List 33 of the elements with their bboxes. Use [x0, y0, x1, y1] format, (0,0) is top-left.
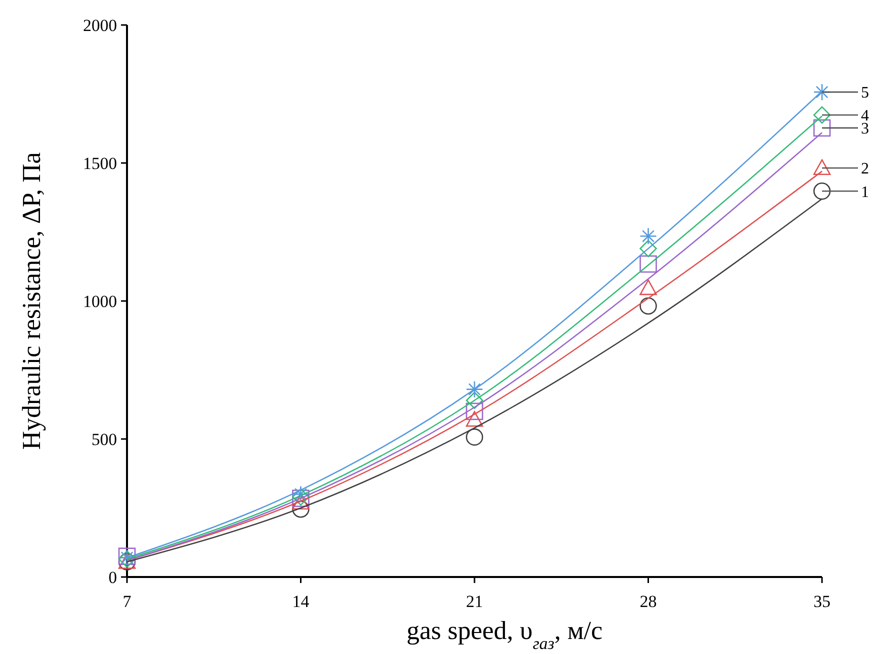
- point: [813, 159, 831, 176]
- point: [292, 486, 310, 503]
- x-axis-title: gas speed, υ$_{газ}$, м/с: [406, 616, 603, 652]
- x-tick-label: 35: [814, 592, 830, 611]
- point: [466, 380, 484, 398]
- x-tick-label: 14: [292, 592, 310, 611]
- series-label: 1: [861, 184, 869, 201]
- point: [640, 240, 657, 258]
- series-label: 2: [861, 160, 869, 178]
- point: [466, 411, 484, 427]
- point: [813, 83, 831, 101]
- series-label: 5: [861, 84, 869, 102]
- y-tick-label: 500: [92, 430, 117, 449]
- point: [640, 279, 657, 296]
- point: [292, 500, 310, 518]
- point: [466, 392, 484, 410]
- point: [466, 402, 484, 420]
- x-tick-label: 21: [466, 592, 483, 611]
- x-tick-label: 28: [640, 592, 657, 611]
- point: [640, 297, 657, 315]
- point: [813, 106, 831, 124]
- series-label: 3: [861, 120, 869, 138]
- x-tick-label: 7: [122, 592, 132, 611]
- y-tick-label: 0: [108, 568, 117, 587]
- point: [640, 255, 657, 273]
- y-tick-label: 2000: [83, 16, 117, 35]
- y-tick-label: 1000: [83, 292, 117, 311]
- point: [813, 182, 831, 200]
- point: [813, 119, 831, 137]
- y-axis-title: Hydraulic resistance, ΔP, Па: [17, 152, 46, 450]
- point: [466, 428, 484, 446]
- point: [640, 227, 657, 245]
- y-tick-label: 1500: [83, 154, 117, 173]
